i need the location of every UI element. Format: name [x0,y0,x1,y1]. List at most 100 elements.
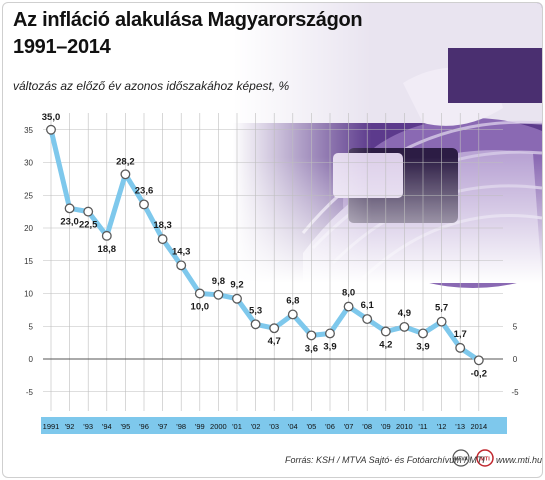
data-point [418,328,428,339]
y-tick-label-right: 5 [513,322,518,331]
y-tick-label-left: 0 [29,355,34,364]
x-axis-labels: 1991 '92 '93 '94 '95 '96 '97 '98 '99 2000 '01 '02 '0… [43,422,487,431]
data-label: 6,1 [361,300,375,311]
data-label: 1,7 [454,329,467,340]
data-point [343,301,354,312]
data-label: 22,5 [79,220,98,231]
y-tick-label-left: 15 [24,257,33,266]
data-point [101,230,112,241]
data-label: -0,2 [471,368,487,379]
data-label: 23,6 [135,185,154,196]
x-tick-label: '05 [307,422,317,431]
y-tick-label-left: 20 [24,224,33,233]
data-label: 3,9 [416,341,429,352]
x-tick-label: '12 [437,422,447,431]
data-point [64,203,75,214]
x-tick-label: '13 [455,422,465,431]
x-tick-label: '03 [269,422,279,431]
data-point [213,289,224,300]
x-tick-label: '01 [232,422,242,431]
x-tick-label: '92 [65,422,75,431]
data-label: 23,0 [60,216,79,227]
y-tick-label-left: -5 [26,388,34,397]
data-point [380,326,391,337]
mtva-logo: MTVA [452,449,470,467]
data-label-layer: 35,0 23,0 22,5 18,8 28,2 23,6 18,3 14,3 10,0 9,8 9… [42,112,487,380]
data-point [306,330,317,341]
x-axis-band-rect [41,417,507,434]
background-photo [233,3,542,288]
data-point [325,328,335,339]
data-point [46,124,56,135]
data-label: 18,3 [153,220,172,231]
data-point [287,309,298,320]
data-label: 3,9 [323,341,336,352]
chart-subtitle: változás az előző év azonos időszakához … [13,79,290,93]
data-point [399,321,410,332]
source-note: Forrás: KSH / MTVA Sajtó- és Fotóarchívu… [285,455,485,465]
x-tick-label: 2014 [470,422,487,431]
x-axis-band [41,417,507,434]
page-title: Az infláció alakulása Magyarországon [13,9,363,31]
data-label: 4,2 [379,339,392,350]
y-tick-label-left: 25 [24,191,33,200]
data-label: 28,2 [116,156,135,167]
y-axis-ticks: 35 30 25 20 15 10 5 0 -5 5 0 -5 [24,126,519,397]
data-point [269,323,280,334]
data-label: 6,8 [286,295,299,306]
data-point [194,288,205,299]
data-point [83,206,94,217]
data-label: 5,7 [435,303,448,314]
data-point [120,169,131,180]
y-tick-label-left: 35 [24,126,33,135]
series-line-layer [46,124,484,366]
data-point [362,314,373,324]
x-tick-label: '06 [325,422,335,431]
data-point [232,293,242,304]
y-tick-label-right: -5 [511,388,519,397]
page-title-years: 1991–2014 [13,36,111,58]
y-tick-label-left: 5 [29,322,34,331]
x-tick-label: '04 [288,422,298,431]
data-label: 5,3 [249,305,262,316]
data-point [157,234,168,245]
data-point [176,260,187,271]
data-label: 14,3 [172,246,191,257]
data-label: 8,0 [342,288,355,299]
data-point [250,319,261,330]
data-label: 4,9 [398,308,411,319]
y-tick-label-left: 10 [24,290,33,299]
x-tick-label: 2000 [210,422,227,431]
data-point [139,199,149,210]
x-tick-label: 2010 [396,422,413,431]
website-link: www.mti.hu [496,455,543,465]
x-tick-label: '98 [176,422,186,431]
data-label: 9,2 [230,280,243,291]
data-point [455,342,466,353]
data-label: 10,0 [191,302,210,313]
chart-svg: 35 30 25 20 15 10 5 0 -5 5 0 -5 35,0 23,0 22,5 18,8 28,… [24,3,542,467]
x-tick-label: '95 [121,422,131,431]
data-label: 4,7 [268,336,281,347]
x-tick-label: '08 [362,422,372,431]
x-tick-label: '94 [102,422,112,431]
x-tick-label: '07 [344,422,354,431]
y-tick-label-left: 30 [24,159,33,168]
data-label: 35,0 [42,112,61,123]
x-tick-label: '02 [251,422,261,431]
mti-logo: MTI [476,449,494,467]
data-label: 9,8 [212,276,225,287]
x-tick-label: '96 [139,422,149,431]
data-point [473,355,484,366]
data-label: 18,8 [98,244,117,255]
y-tick-label-right: 0 [513,355,518,364]
x-tick-label: '99 [195,422,205,431]
x-tick-label: '93 [83,422,93,431]
x-tick-label: '09 [381,422,391,431]
svg-text:MTI: MTI [480,457,490,463]
x-tick-label: 1991 [43,422,60,431]
svg-text:MTVA: MTVA [454,457,468,463]
data-label: 3,6 [305,343,318,354]
x-tick-label: '11 [418,422,427,431]
